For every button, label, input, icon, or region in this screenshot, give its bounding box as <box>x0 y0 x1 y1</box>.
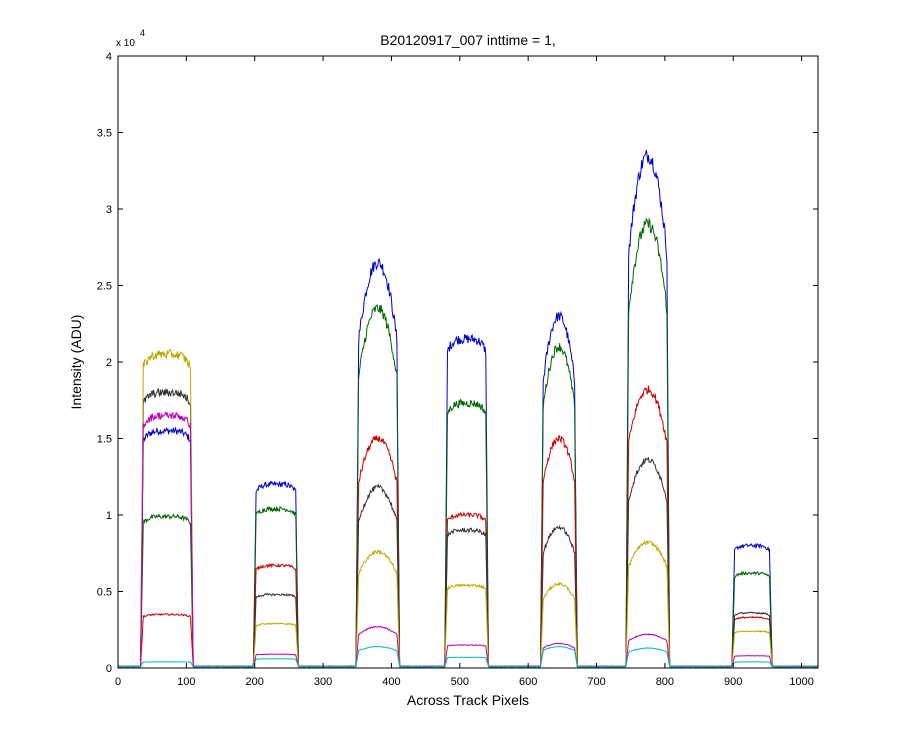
x-tick-label: 700 <box>587 676 605 688</box>
x-axis-label: Across Track Pixels <box>407 692 529 708</box>
x-tick-label: 1000 <box>789 676 813 688</box>
chart-title: B20120917_007 inttime = 1, <box>380 32 556 48</box>
series-line-3 <box>117 385 819 668</box>
series-line-5 <box>117 348 819 668</box>
y-tick-label: 1 <box>106 510 112 522</box>
y-tick-label: 2 <box>106 357 112 369</box>
y-tick-label: 0.5 <box>97 587 112 599</box>
x-tick-label: 600 <box>519 676 537 688</box>
x-tick-label: 400 <box>382 676 400 688</box>
y-axis-exponent-label: x 10 <box>116 38 135 49</box>
x-tick-label: 200 <box>246 676 264 688</box>
series-line-7 <box>117 645 819 668</box>
x-tick-label: 0 <box>115 676 121 688</box>
x-tick-label: 800 <box>656 676 674 688</box>
series-line-4 <box>117 387 819 668</box>
x-tick-label: 500 <box>451 676 469 688</box>
y-axis-label: Intensity (ADU) <box>68 315 84 410</box>
x-tick-label: 100 <box>177 676 195 688</box>
x-tick-label: 900 <box>724 676 742 688</box>
x-tick-label: 300 <box>314 676 332 688</box>
plot-area-frame <box>117 55 819 669</box>
tick-layer: 0 100 200 300 400 500 600 700 800 900 1000 0 0.5 1 1.5… <box>97 51 818 688</box>
y-tick-label: 1.5 <box>97 434 112 446</box>
y-tick-label: 3.5 <box>97 128 112 140</box>
y-tick-label: 4 <box>106 51 112 63</box>
y-tick-label: 3 <box>106 204 112 216</box>
series-line-1 <box>117 149 819 668</box>
y-tick-label: 2.5 <box>97 281 112 293</box>
series-layer <box>117 149 819 668</box>
y-axis-exponent-power: 4 <box>140 28 145 38</box>
series-line-6 <box>117 410 819 668</box>
series-line-2 <box>117 217 819 668</box>
y-tick-label: 0 <box>106 663 112 675</box>
